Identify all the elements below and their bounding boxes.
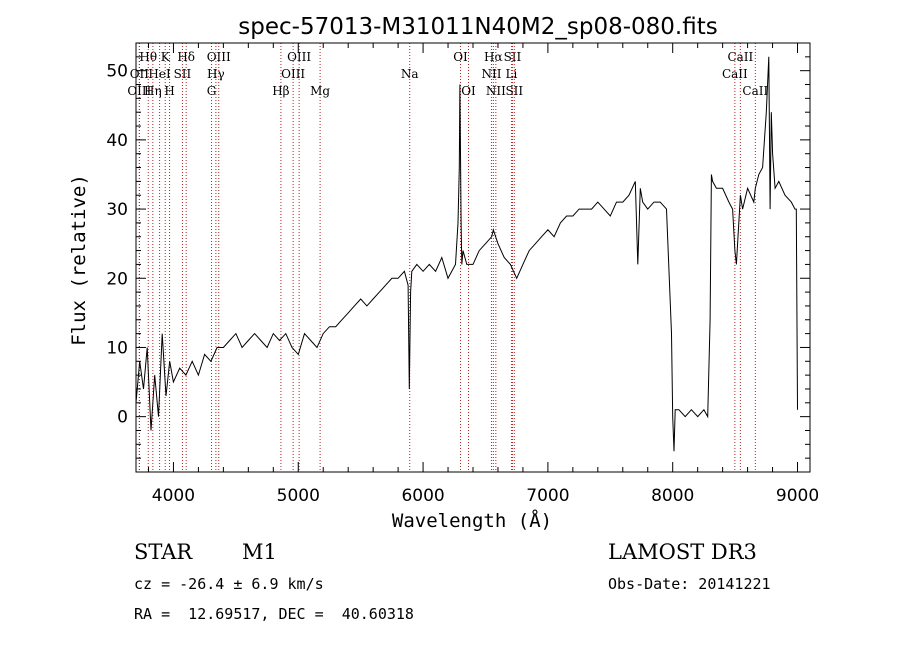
chart-title: spec-57013-M31011N40M2_sp08-080.fits	[238, 14, 717, 40]
object-subclass: M1	[242, 540, 277, 564]
line-marker-label: K	[161, 50, 171, 64]
line-marker-label: HeI	[148, 67, 171, 81]
plot-frame	[135, 42, 811, 473]
y-axis-label: Flux (relative)	[68, 174, 90, 346]
coordinates-text: RA = 12.69517, DEC = 40.60318	[134, 605, 414, 623]
line-marker-label: NII	[481, 67, 501, 81]
line-marker-label: OI	[453, 50, 468, 64]
line-marker-label: SII	[505, 84, 523, 98]
spectrum-line	[135, 56, 798, 452]
line-marker-label: Hη	[144, 84, 162, 98]
line-marker-label: SII	[504, 50, 522, 64]
line-marker-label: NII	[486, 84, 506, 98]
line-marker-label: OIII	[207, 50, 231, 64]
line-marker-label: G	[207, 84, 217, 98]
x-tick-label: 8000	[651, 486, 694, 506]
y-tick-label: 0	[117, 408, 128, 428]
object-class: STAR	[134, 540, 193, 564]
line-marker-label: Hγ	[207, 67, 225, 81]
y-tick-label: 10	[106, 338, 128, 358]
line-marker-label: Hδ	[177, 50, 195, 64]
line-marker-label: Mg	[310, 84, 330, 98]
line-marker-label: Li	[506, 67, 518, 81]
x-tick-label: 7000	[526, 486, 569, 506]
redshift-text: cz = -26.4 ± 6.9 km/s	[134, 575, 324, 593]
y-tick-label: 20	[106, 269, 128, 289]
line-marker-label: OIII	[281, 67, 305, 81]
line-marker-label: OIII	[287, 50, 311, 64]
x-axis-label: Wavelength (Å)	[392, 509, 552, 532]
line-marker-label: CaII	[727, 50, 753, 64]
x-tick-label: 9000	[776, 486, 819, 506]
y-tick-label: 30	[106, 200, 128, 220]
line-marker-label: CaII	[722, 67, 748, 81]
line-marker-label: OIII	[127, 84, 151, 98]
y-tick-label: 40	[106, 131, 128, 151]
line-marker-label: OI	[461, 84, 476, 98]
line-marker-label: Na	[401, 67, 419, 81]
line-marker-label: Hθ	[139, 50, 157, 64]
line-marker-label: SII	[174, 67, 192, 81]
x-tick-label: 4000	[152, 486, 195, 506]
survey-name: LAMOST DR3	[608, 540, 757, 564]
line-marker-label: H	[164, 84, 174, 98]
axis-ticks: 4000 5000 6000 7000 8000 9000 0 10 20 30 40 50	[106, 43, 819, 506]
obs-date-text: Obs-Date: 20141221	[608, 575, 771, 593]
line-marker-label: Hα	[484, 50, 503, 64]
line-marker-label: Hβ	[272, 84, 289, 98]
x-tick-label: 6000	[401, 486, 444, 506]
x-tick-label: 5000	[277, 486, 320, 506]
line-marker-label: CaII	[742, 84, 768, 98]
y-tick-label: 50	[106, 62, 128, 82]
